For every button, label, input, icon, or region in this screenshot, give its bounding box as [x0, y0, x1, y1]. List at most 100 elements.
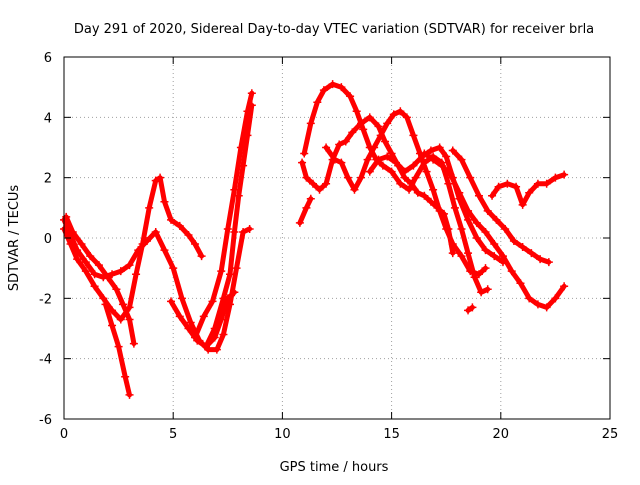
- data-point: [376, 131, 385, 140]
- data-point: [370, 143, 379, 152]
- series-track-7: [201, 101, 256, 351]
- y-tick-label: 2: [44, 172, 52, 187]
- tick-labels: 0 5 10 15 20 25 -6 -4 -2 0 2 4 6: [39, 51, 618, 442]
- data-point: [81, 258, 90, 267]
- data-point: [90, 282, 99, 291]
- data-point: [302, 173, 311, 182]
- data-point: [343, 173, 352, 182]
- series-track-3: [62, 212, 138, 348]
- data-point: [108, 321, 117, 330]
- y-axis-label: SDTVAR / TECUs: [7, 185, 22, 292]
- data-point: [341, 137, 350, 146]
- data-point: [319, 86, 328, 95]
- series-track-6: [191, 89, 256, 342]
- data-point: [167, 215, 176, 224]
- series-track-14: [464, 303, 477, 315]
- data-point: [413, 188, 422, 197]
- data-point: [77, 240, 86, 249]
- data-point: [525, 294, 534, 303]
- data-point: [230, 288, 239, 297]
- data-point: [300, 149, 309, 158]
- data-point: [472, 234, 481, 242]
- data-point: [365, 167, 374, 176]
- y-tick-label: -6: [39, 413, 52, 428]
- data-point: [73, 255, 82, 264]
- data-point: [437, 161, 446, 170]
- data-point: [420, 149, 429, 158]
- data-point: [99, 294, 108, 303]
- data-point: [151, 227, 160, 236]
- data-point: [477, 288, 486, 297]
- series-track: [61, 175, 205, 322]
- data-point: [298, 158, 307, 167]
- data-point: [201, 342, 210, 351]
- data-point: [396, 179, 405, 188]
- data-point: [448, 240, 457, 249]
- data-point: [225, 270, 234, 279]
- data-point: [426, 197, 435, 206]
- data-point: [348, 128, 357, 137]
- data-point: [86, 252, 95, 261]
- data-point: [175, 312, 184, 321]
- data-point: [306, 194, 315, 203]
- data-point: [151, 176, 160, 185]
- data-point: [435, 206, 444, 215]
- data-point: [352, 107, 361, 116]
- data-point: [243, 131, 252, 140]
- data-point: [422, 167, 431, 176]
- data-point: [387, 167, 396, 176]
- data-point: [542, 303, 551, 312]
- data-point: [239, 227, 248, 236]
- data-point: [455, 188, 464, 197]
- data-point: [429, 185, 438, 194]
- data-point: [474, 191, 483, 200]
- x-axis-label: GPS time / hours: [280, 460, 389, 475]
- series-track: [323, 108, 488, 277]
- data-point: [197, 252, 206, 261]
- data-point: [481, 264, 490, 273]
- data-point: [488, 191, 497, 200]
- data-point: [507, 267, 516, 276]
- data-point: [295, 218, 304, 227]
- x-tick-label: 15: [383, 427, 400, 442]
- data-point: [116, 267, 125, 276]
- data-point: [68, 227, 77, 236]
- data-point: [302, 203, 311, 212]
- data-point: [247, 89, 256, 98]
- data-point: [230, 185, 239, 194]
- data-point: [483, 206, 492, 215]
- data-point: [108, 270, 117, 279]
- series-track-4: [101, 300, 134, 399]
- y-tick-label: -4: [39, 353, 52, 368]
- data-point: [387, 149, 396, 158]
- data-point: [359, 125, 368, 134]
- data-point: [429, 155, 438, 164]
- data-point: [330, 155, 339, 164]
- data-point: [544, 258, 553, 267]
- data-point: [536, 255, 545, 264]
- data-point: [199, 312, 208, 321]
- data-point: [118, 300, 127, 309]
- data-point: [337, 83, 346, 92]
- data-point: [160, 197, 169, 206]
- data-point: [381, 137, 390, 146]
- series-track-15: [448, 146, 553, 267]
- data-point: [125, 390, 134, 399]
- data-point: [391, 158, 400, 167]
- data-point: [494, 182, 503, 191]
- data-point: [112, 285, 121, 294]
- data-point: [306, 119, 315, 128]
- series-track-2: [60, 173, 206, 324]
- data-point: [498, 252, 507, 261]
- data-point: [509, 237, 518, 246]
- data-point: [328, 80, 337, 89]
- data-point: [442, 152, 451, 161]
- data-point: [396, 107, 405, 116]
- x-tick-label: 25: [602, 427, 619, 442]
- data-point: [160, 246, 169, 255]
- data-point: [426, 146, 435, 155]
- y-tick-label: 6: [44, 51, 52, 66]
